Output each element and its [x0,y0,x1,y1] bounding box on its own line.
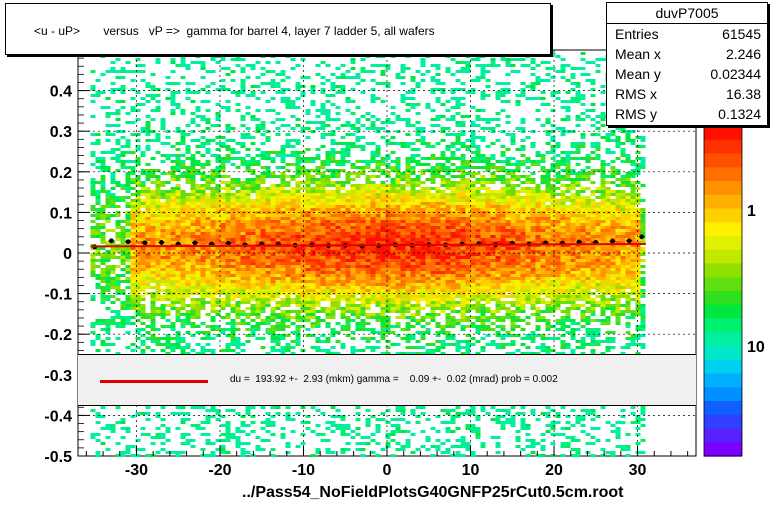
stats-value: 0.02344 [710,66,761,82]
stats-label: RMS x [615,86,657,102]
stats-value: 61545 [722,26,761,42]
y-tick-label: 0.4 [50,84,72,101]
fit-legend-line [100,380,208,383]
palette-swatch [704,428,742,443]
stats-value: 2.246 [725,46,761,62]
fit-legend: du = 193.92 +- 2.93 (mkm) gamma = 0.09 +… [78,354,696,406]
y-tick-label: -0.1 [44,287,72,304]
palette-swatch [704,373,742,388]
palette-swatch [704,222,742,237]
y-tick-label: -0.2 [44,327,72,344]
y-tick-label: 0.1 [50,205,72,222]
y-tick-label: -0.5 [44,449,72,466]
y-tick-label: 0.2 [50,165,72,182]
profile-point [109,238,114,244]
palette-swatch [704,332,742,347]
stats-value: 0.1324 [718,106,761,122]
palette-swatch [704,249,742,265]
x-tick-label: 0 [383,462,392,479]
profile-point [142,240,148,246]
palette-frame [703,125,743,457]
y-tick-label: -0.3 [44,368,72,385]
profile-point [626,238,632,244]
stats-label: Mean y [615,66,661,82]
x-tick-label: 30 [629,462,647,479]
y-tick-label: 0.3 [50,124,72,141]
palette-swatch [704,387,742,402]
stats-label: Mean x [615,46,661,62]
profile-point [225,240,231,246]
palette-swatch [704,167,742,182]
palette-swatch [704,263,742,278]
palette-swatch [704,277,742,292]
palette-swatch [704,208,742,223]
x-tick-label: -30 [125,462,148,479]
palette-swatch [704,318,742,333]
file-name: ../Pass54_NoFieldPlotsG40GNFP25rCut0.5cm… [242,484,624,501]
y-tick-label: 0 [63,246,72,263]
stats-value: 16.38 [725,86,761,102]
fit-result-text: du = 193.92 +- 2.93 (mkm) gamma = 0.09 +… [230,374,558,385]
axes: -30 -20 -10 0 10 20 30 -0.5 -0.4 -0.3 -0.2 -0.1 0 0.1… [44,57,689,479]
palette-swatch [704,291,742,306]
stats-label: Entries [615,26,659,42]
fit-line [90,242,646,248]
x-tick-label: 20 [545,462,563,479]
stats-row-entries: Entries 61545 [607,24,767,44]
palette-swatch [704,153,742,168]
stats-row-mean-y: Mean y 0.02344 [607,64,767,84]
x-tick-label: -20 [208,462,231,479]
x-tick-label: -10 [292,462,315,479]
stats-box: duvP7005 Entries 61545 Mean x 2.246 Mean… [606,2,768,126]
palette-swatch [704,346,742,361]
profile-point [192,240,198,246]
palette-label: 1 [747,203,756,220]
palette-swatch [704,194,742,210]
title-box: <u - uP> versus vP => gamma for barrel 4… [5,3,551,55]
profile-point [610,238,615,244]
profile-point [576,239,582,245]
stats-label: RMS y [615,106,657,122]
y-tick-label: -0.4 [44,408,72,425]
stats-name: duvP7005 [607,3,767,24]
stats-row-rms-x: RMS x 16.38 [607,84,767,104]
profile-point [159,240,164,245]
palette-swatch [704,414,742,430]
color-palette: 10110 [703,63,765,457]
chart-title: <u - uP> versus vP => gamma for barrel 4… [34,24,435,38]
palette-swatch [704,139,742,155]
stats-row-rms-y: RMS y 0.1324 [607,104,767,124]
palette-swatch [704,304,742,320]
profile-point [125,239,131,245]
palette-swatch [704,401,742,416]
palette-swatch [704,359,742,375]
palette-swatch [704,126,742,141]
palette-label: 10 [747,339,765,356]
x-tick-label: 10 [462,462,480,479]
palette-swatch [704,442,742,457]
profile-point [639,234,645,240]
palette-swatch [704,236,742,251]
stats-row-mean-x: Mean x 2.246 [607,44,767,64]
palette-swatch [704,181,742,196]
